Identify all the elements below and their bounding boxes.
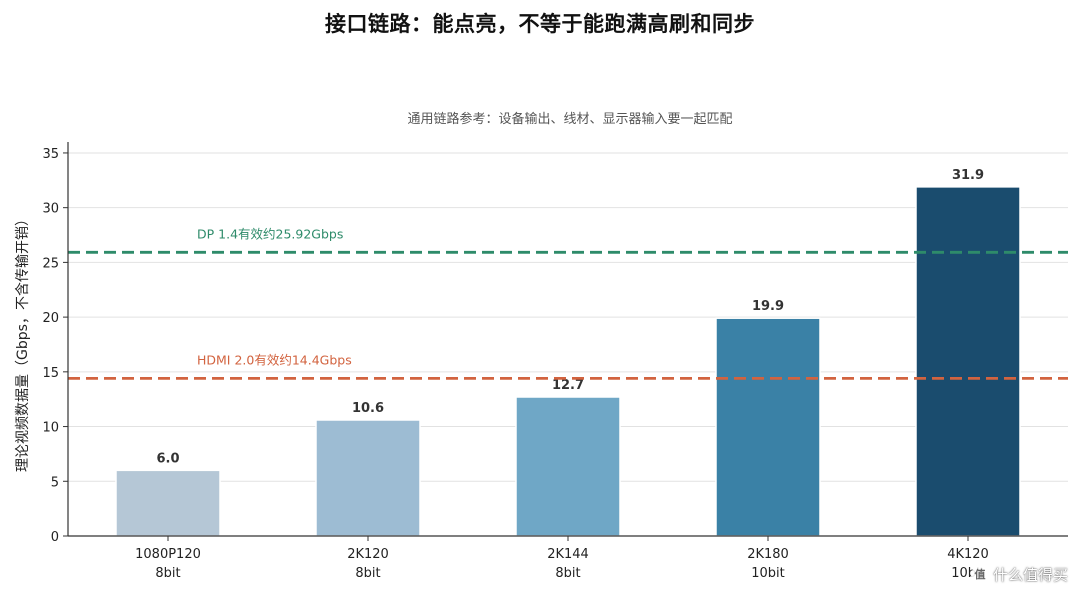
bar	[915, 186, 1021, 537]
chart-subtitle: 通用链路参考：设备输出、线材、显示器输入要一起匹配	[407, 112, 733, 127]
watermark: 值 什么值得买	[970, 564, 1068, 585]
y-tick-label: 15	[42, 366, 59, 381]
x-tick-label: 1080P120	[135, 547, 201, 562]
bar-value-label: 6.0	[156, 451, 179, 466]
bar-value-label: 19.9	[752, 299, 784, 314]
y-tick-label: 20	[42, 311, 59, 326]
y-tick-label: 25	[42, 256, 59, 271]
bar	[515, 396, 621, 537]
y-tick-label: 0	[51, 530, 59, 545]
y-tick-label: 10	[42, 421, 59, 436]
y-tick-label: 35	[42, 147, 59, 162]
watermark-logo-icon: 值	[970, 565, 989, 584]
x-tick-sublabel: 8bit	[355, 566, 380, 581]
chart-title: 接口链路：能点亮，不等于能跑满高刷和同步	[325, 12, 755, 36]
bar	[315, 419, 421, 537]
y-tick-label: 5	[51, 475, 59, 490]
bar-value-label: 10.6	[352, 401, 384, 416]
bar-value-label: 12.7	[552, 378, 584, 393]
reference-line-label: DP 1.4有效约25.92Gbps	[197, 226, 343, 241]
x-tick-label: 2K180	[747, 547, 789, 562]
x-tick-sublabel: 8bit	[555, 566, 580, 581]
reference-line-label: HDMI 2.0有效约14.4Gbps	[197, 352, 352, 367]
bar-value-label: 31.9	[952, 168, 984, 183]
x-tick-label: 2K120	[347, 547, 389, 562]
watermark-text: 什么值得买	[992, 566, 1068, 584]
bar	[715, 317, 821, 537]
bar	[115, 469, 221, 537]
y-tick-label: 30	[42, 202, 59, 217]
x-tick-sublabel: 8bit	[155, 566, 180, 581]
x-tick-label: 2K144	[547, 547, 589, 562]
x-tick-sublabel: 10bit	[751, 566, 785, 581]
x-tick-label: 4K120	[947, 547, 989, 562]
